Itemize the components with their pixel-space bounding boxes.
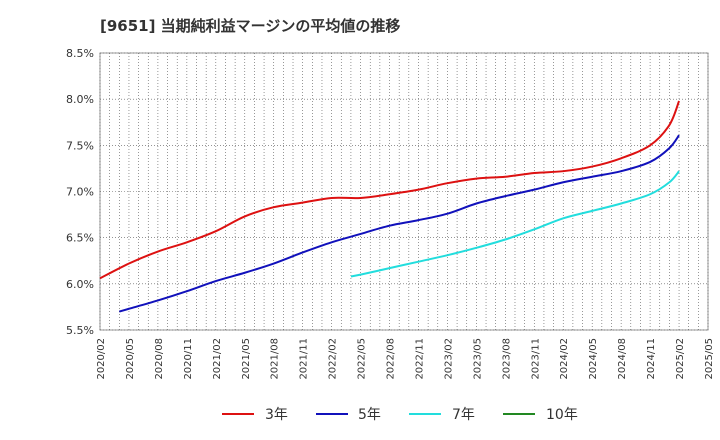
y-tick-label: 6.5% — [66, 232, 94, 245]
chart-title: [9651] 当期純利益マージンの平均値の推移 — [100, 17, 400, 35]
y-tick-label: 7.0% — [66, 186, 94, 199]
x-tick-label: 2025/02 — [675, 338, 686, 380]
y-tick-label: 5.5% — [66, 324, 94, 337]
x-tick-label: 2021/02 — [212, 338, 223, 380]
legend: 3年 5年 7年 10年 — [222, 407, 578, 423]
legend-label-2: 7年 — [452, 407, 475, 423]
x-tick-label: 2024/11 — [646, 338, 657, 380]
x-tick-label: 2023/05 — [472, 338, 483, 380]
series-line-2 — [350, 170, 680, 278]
y-tick-label: 7.5% — [66, 139, 94, 152]
x-tick-label: 2021/08 — [270, 338, 281, 380]
x-tick-label: 2021/05 — [241, 338, 252, 380]
legend-label-1: 5年 — [358, 407, 381, 423]
x-tick-label: 2020/11 — [183, 338, 194, 380]
y-tick-label: 8.5% — [66, 47, 94, 60]
y-tick-label: 6.0% — [66, 278, 94, 291]
x-tick-label: 2022/05 — [357, 338, 368, 380]
x-axis: 2020/02 2020/05 2020/08 2020/11 2021/02 2021/… — [96, 338, 715, 380]
x-tick-label: 2020/05 — [125, 338, 136, 380]
x-tick-label: 2020/08 — [154, 338, 165, 380]
x-tick-label: 2020/02 — [96, 338, 107, 380]
x-tick-label: 2022/02 — [328, 338, 339, 380]
series-line-1 — [119, 134, 680, 313]
x-tick-label: 2023/02 — [443, 338, 454, 380]
x-tick-label: 2024/05 — [588, 338, 599, 380]
x-tick-label: 2022/08 — [386, 338, 397, 380]
series-line-0 — [99, 100, 680, 280]
x-tick-label: 2021/11 — [299, 338, 310, 380]
x-tick-label: 2025/05 — [704, 338, 715, 380]
y-axis: 5.5% 6.0% 6.5% 7.0% 7.5% 8.0% 8.5% — [66, 47, 94, 337]
x-tick-label: 2024/02 — [559, 338, 570, 380]
x-tick-label: 2023/08 — [501, 338, 512, 380]
x-tick-label: 2024/08 — [617, 338, 628, 380]
x-tick-label: 2023/11 — [530, 338, 541, 380]
x-tick-label: 2022/11 — [414, 338, 425, 380]
legend-label-3: 10年 — [546, 407, 578, 423]
legend-label-0: 3年 — [265, 407, 288, 423]
series-group — [99, 100, 680, 313]
y-tick-label: 8.0% — [66, 93, 94, 106]
plot-area — [99, 52, 709, 331]
